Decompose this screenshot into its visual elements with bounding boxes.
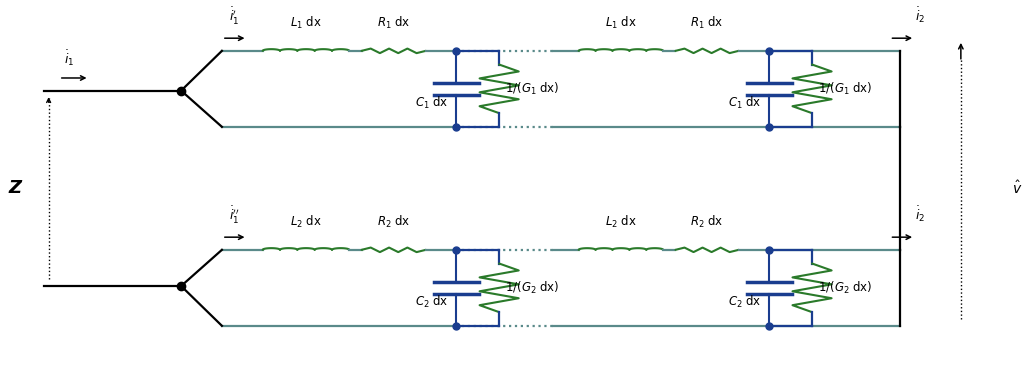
Text: $L_2$ dx: $L_2$ dx [605, 214, 637, 230]
Text: $C_2$ dx: $C_2$ dx [415, 294, 448, 310]
Text: $\dot{i}_1''$: $\dot{i}_1''$ [229, 205, 239, 226]
Text: $C_2$ dx: $C_2$ dx [727, 294, 761, 310]
Text: $R_1$ dx: $R_1$ dx [377, 15, 410, 31]
Text: $\hat{v}$: $\hat{v}$ [1012, 180, 1022, 197]
Text: Z: Z [8, 179, 22, 197]
Text: $R_1$ dx: $R_1$ dx [690, 15, 723, 31]
Text: $\dot{i}_2$: $\dot{i}_2$ [915, 6, 925, 25]
Text: $\dot{i}_1$: $\dot{i}_1$ [64, 48, 74, 68]
Text: 1/($G_1$ dx): 1/($G_1$ dx) [505, 81, 560, 97]
Text: $L_1$ dx: $L_1$ dx [605, 15, 637, 31]
Text: 1/($G_1$ dx): 1/($G_1$ dx) [818, 81, 873, 97]
Text: $C_1$ dx: $C_1$ dx [727, 95, 761, 111]
Text: $L_1$ dx: $L_1$ dx [290, 15, 322, 31]
Text: $L_2$ dx: $L_2$ dx [290, 214, 322, 230]
Text: $C_1$ dx: $C_1$ dx [415, 95, 448, 111]
Text: 1/($G_2$ dx): 1/($G_2$ dx) [505, 280, 560, 296]
Text: 1/($G_2$ dx): 1/($G_2$ dx) [818, 280, 873, 296]
Text: $R_2$ dx: $R_2$ dx [377, 214, 410, 230]
Text: $\dot{i}_2$: $\dot{i}_2$ [915, 205, 925, 224]
Text: $R_2$ dx: $R_2$ dx [690, 214, 723, 230]
Text: $\dot{i}_1'$: $\dot{i}_1'$ [229, 6, 239, 27]
